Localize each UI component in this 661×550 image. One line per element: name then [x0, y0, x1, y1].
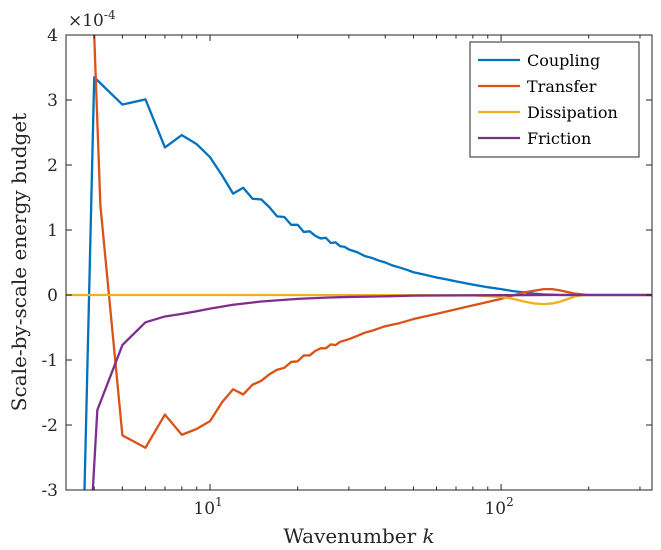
- ticks-layer: [66, 34, 652, 491]
- legend-items: Coupling Transfer Dissipation Friction: [478, 51, 618, 148]
- plot-box: [65, 34, 653, 491]
- series-line-friction: [91, 293, 652, 490]
- x-axis-label-text: Wavenumber: [283, 524, 416, 548]
- y-tick-label: 1: [47, 221, 58, 241]
- x-axis-label: Wavenumber k: [283, 524, 434, 548]
- legend-label-transfer: Transfer: [527, 77, 597, 96]
- y-exponent-label: ×10-4: [68, 8, 116, 31]
- y-exponent-power: -4: [104, 8, 116, 22]
- y-tick-label: -1: [41, 351, 58, 371]
- y-tick-label: -3: [41, 481, 58, 501]
- y-exponent-base: ×10: [68, 11, 104, 31]
- x-tick-label: 101: [193, 495, 222, 519]
- x-tick-label: 102: [484, 495, 513, 519]
- y-axis-label: Scale-by-scale energy budget: [7, 113, 31, 411]
- y-tick-label: 0: [47, 286, 58, 306]
- y-tick-label: 3: [47, 91, 58, 111]
- y-tick-label: 4: [47, 26, 58, 46]
- series-layer: [66, 35, 652, 490]
- y-tick-label: -2: [41, 416, 58, 436]
- labels-layer: -3 -2 -1 0 1 2 3 4 101 102: [41, 26, 513, 519]
- y-tick-label: 2: [47, 156, 58, 176]
- legend-label-dissipation: Dissipation: [527, 103, 618, 122]
- x-axis-label-var: k: [423, 524, 435, 548]
- legend-label-friction: Friction: [527, 129, 591, 148]
- legend-label-coupling: Coupling: [527, 51, 600, 70]
- legend: Coupling Transfer Dissipation Friction: [469, 41, 640, 158]
